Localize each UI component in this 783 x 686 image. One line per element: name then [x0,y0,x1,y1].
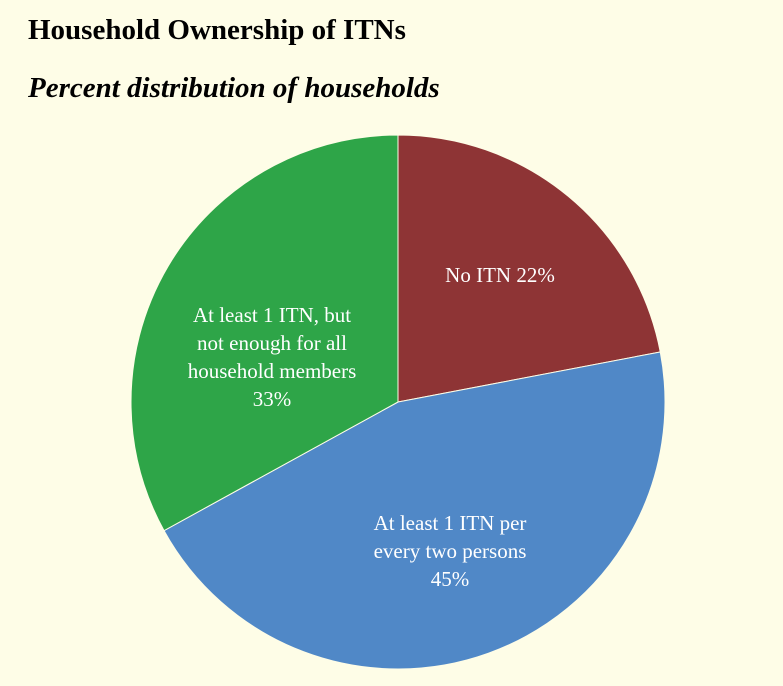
slice-label-1: At least 1 ITN per every two persons 45% [374,511,527,591]
pie-slice-0 [397,134,661,403]
slice-label-2: At least 1 ITN, but not enough for all hou… [188,303,357,411]
slice-label-line: household members [188,359,357,383]
slice-label-0: No ITN 22% [445,263,555,287]
slice-label-line: At least 1 ITN per [374,511,527,535]
chart-title: Household Ownership of ITNs [28,14,406,46]
pie-labels: No ITN 22% At least 1 ITN per every two pe… [188,263,555,591]
pie-slices [130,134,666,670]
chart-subtitle: Percent distribution of households [28,72,440,104]
pie-slice-1 [163,351,666,670]
slice-label-line: No ITN 22% [445,263,555,287]
slice-label-line: every two persons [374,539,527,563]
pie-slice-2 [130,134,399,532]
slice-label-line: not enough for all [197,331,347,355]
slice-label-line: At least 1 ITN, but [193,303,351,327]
slice-label-line: 45% [431,567,470,591]
slice-label-line: 33% [253,387,292,411]
